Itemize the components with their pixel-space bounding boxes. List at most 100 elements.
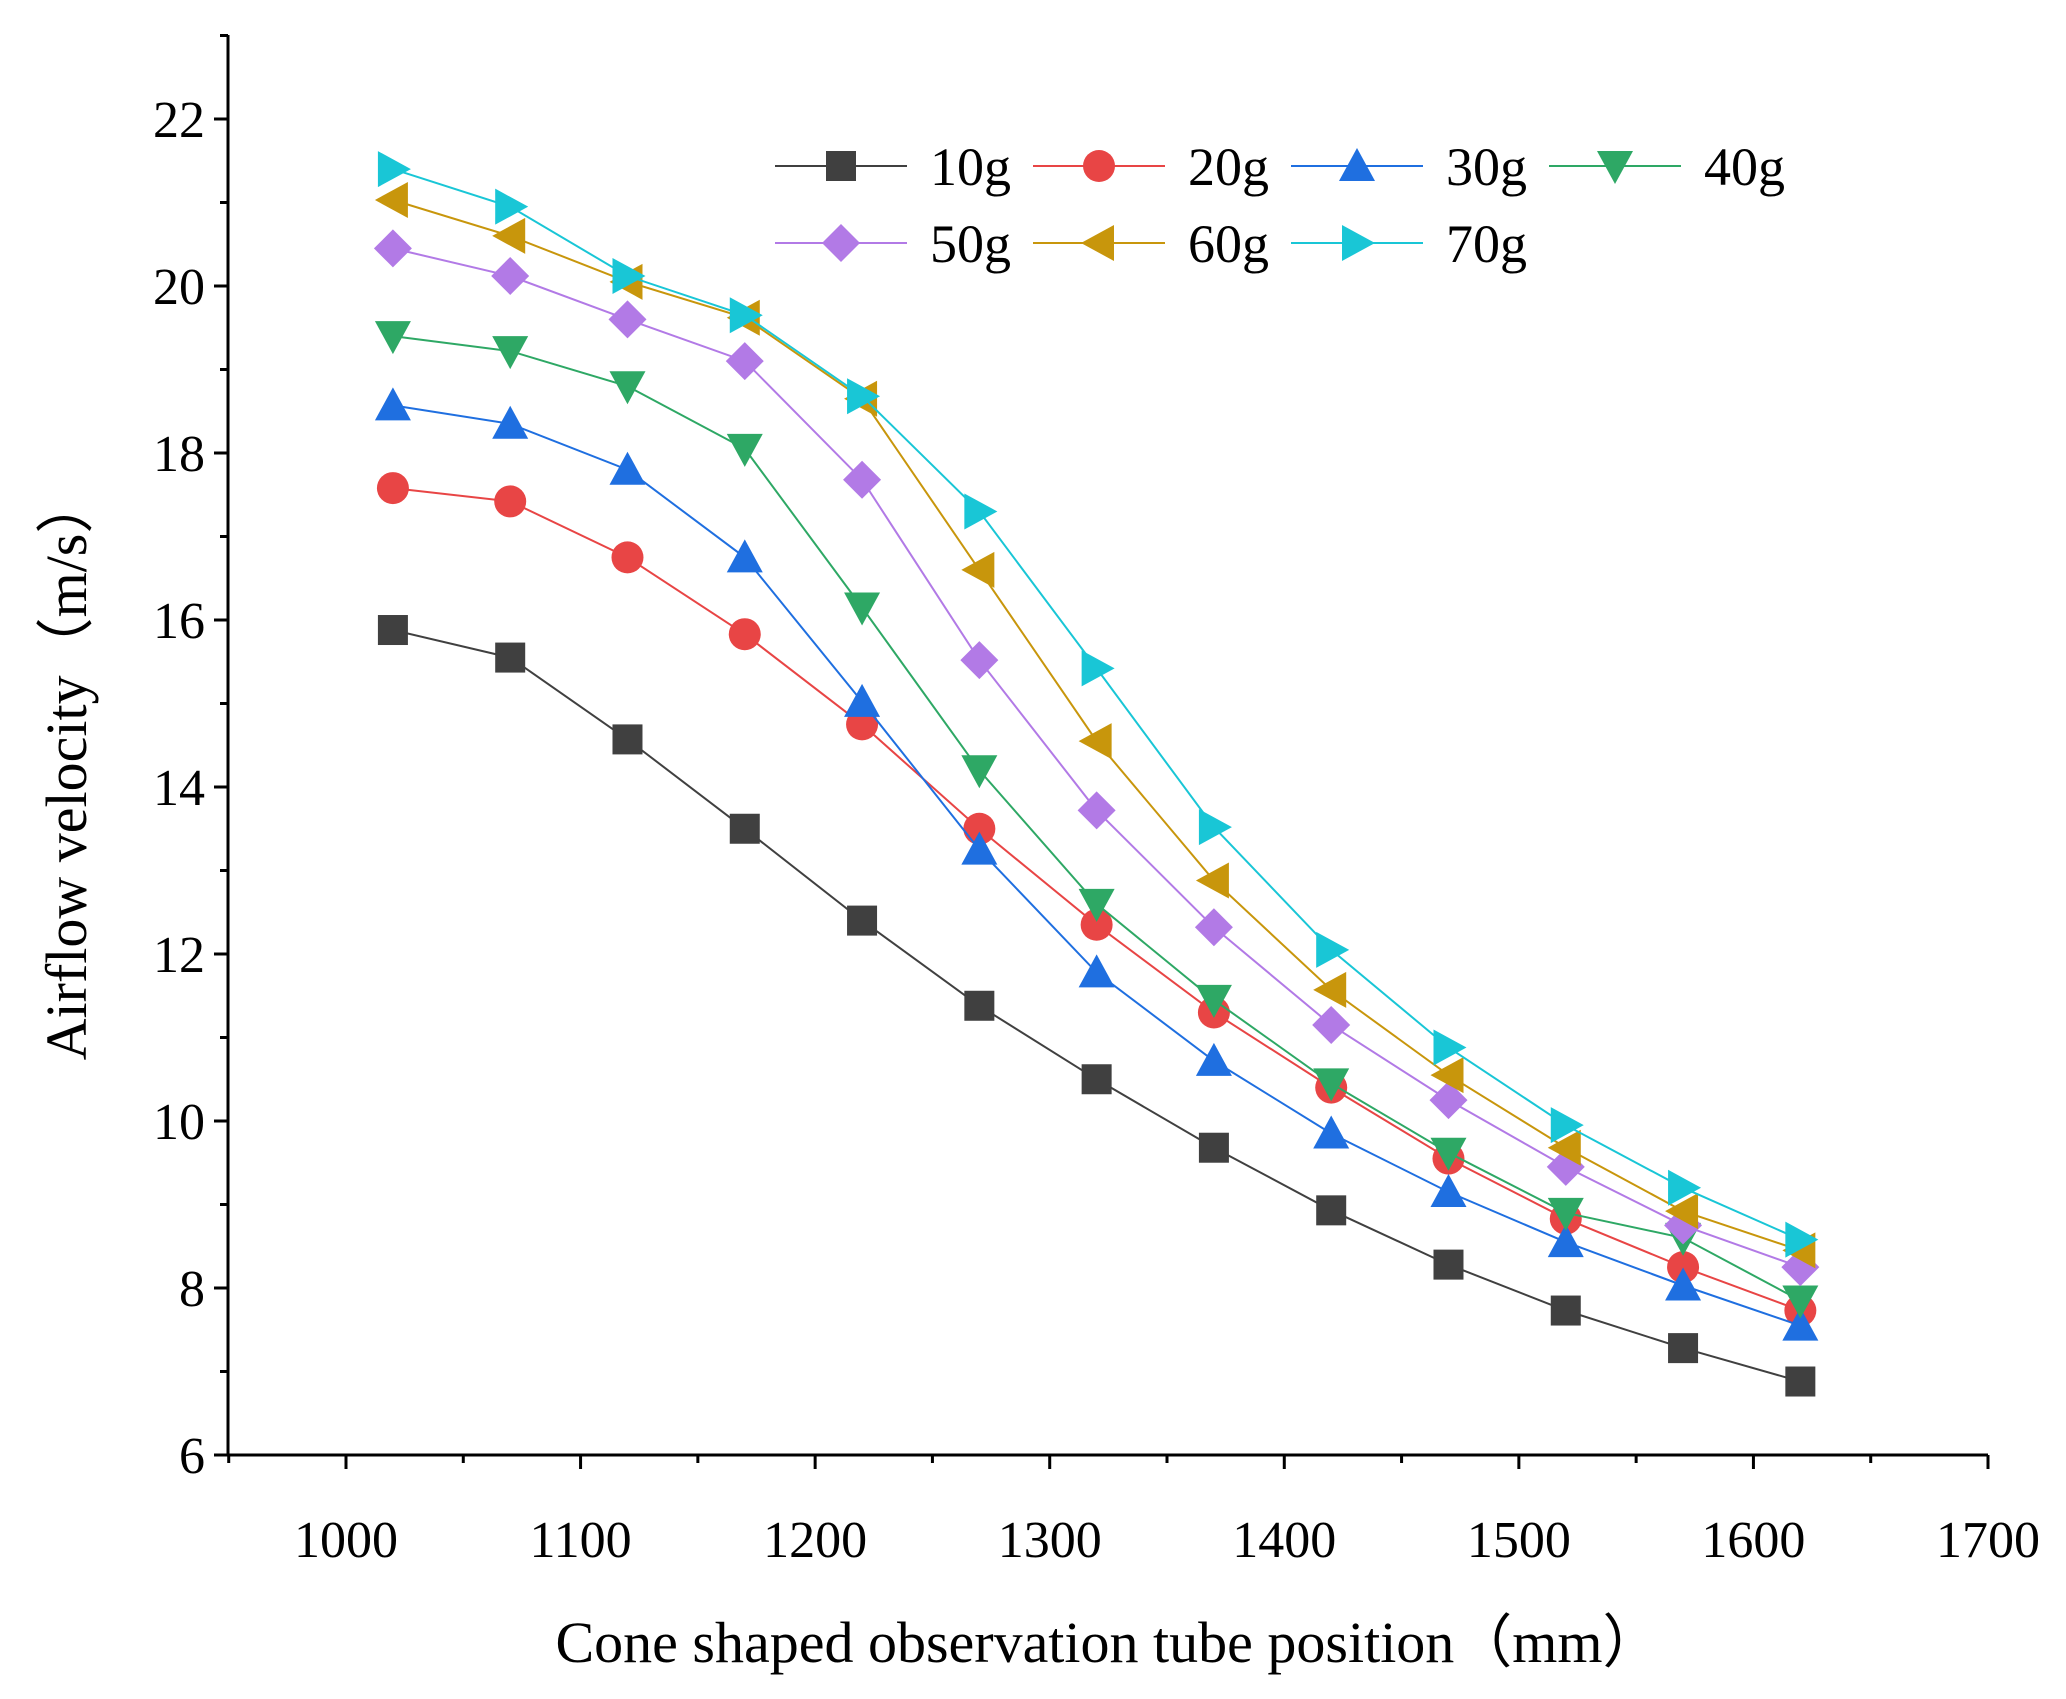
- data-point-50g: [1194, 908, 1233, 947]
- data-point-70g: [1081, 650, 1115, 687]
- data-point-30g: [1547, 1224, 1584, 1258]
- legend-marker-10g: [826, 151, 856, 181]
- data-point-50g: [1312, 1005, 1351, 1044]
- data-point-30g: [1078, 954, 1115, 988]
- data-point-30g: [1430, 1173, 1467, 1207]
- y-tick-label: 10: [153, 1094, 205, 1151]
- data-point-30g: [1782, 1307, 1819, 1341]
- legend-label: 50g: [930, 214, 1011, 274]
- legend-item-10g: 10g: [775, 137, 1011, 197]
- legend-item-60g: 60g: [1033, 214, 1269, 274]
- data-point-10g: [377, 615, 408, 646]
- legend-label: 40g: [1704, 137, 1785, 197]
- data-point-10g: [1785, 1366, 1816, 1397]
- data-point-40g: [726, 433, 763, 467]
- data-point-40g: [1782, 1285, 1819, 1319]
- data-point-10g: [1550, 1295, 1581, 1326]
- data-point-10g: [729, 813, 760, 844]
- data-point-10g: [1668, 1333, 1699, 1364]
- data-point-50g: [960, 641, 999, 680]
- data-point-70g: [1198, 809, 1232, 846]
- y-axis-label: Airflow velocity（m/s）: [34, 476, 99, 1061]
- data-point-70g: [612, 257, 646, 294]
- series-30g: [374, 387, 1819, 1341]
- data-point-50g: [725, 342, 764, 381]
- y-ticks: 6 8 10 12 14 16 18 20 22: [153, 34, 228, 1485]
- data-point-10g: [1198, 1132, 1229, 1163]
- data-point-10g: [495, 642, 526, 673]
- data-point-70g: [1316, 931, 1350, 968]
- legend-marker-70g: [1342, 225, 1375, 261]
- data-point-30g: [609, 451, 646, 485]
- x-tick-label: 1300: [998, 1512, 1102, 1569]
- data-point-40g: [1547, 1197, 1584, 1231]
- plot-area: [373, 151, 1820, 1397]
- x-tick-label: 1500: [1467, 1512, 1571, 1569]
- data-point-20g: [728, 618, 761, 651]
- data-point-20g: [1667, 1251, 1700, 1284]
- data-point-70g: [1668, 1169, 1702, 1206]
- data-point-70g: [964, 493, 998, 530]
- x-tick-label: 1000: [294, 1512, 398, 1569]
- data-point-60g: [1195, 862, 1229, 899]
- legend-marker-20g: [1083, 150, 1115, 182]
- legend-item-50g: 50g: [775, 214, 1011, 274]
- legend-item-20g: 20g: [1033, 137, 1269, 197]
- data-point-60g: [492, 217, 526, 254]
- data-point-40g: [609, 371, 646, 405]
- series-70g: [377, 151, 1819, 1258]
- data-point-70g: [495, 188, 529, 225]
- y-tick-label: 14: [153, 760, 205, 817]
- data-point-60g: [1078, 723, 1112, 760]
- data-point-50g: [1429, 1081, 1468, 1120]
- y-tick-label: 16: [153, 593, 205, 650]
- data-point-30g: [961, 831, 998, 865]
- data-point-40g: [1078, 888, 1115, 922]
- data-point-60g: [1547, 1129, 1581, 1166]
- data-point-40g: [492, 336, 529, 370]
- data-point-60g: [374, 181, 408, 218]
- series-60g: [374, 181, 1816, 1269]
- data-point-10g: [1081, 1064, 1112, 1095]
- data-point-40g: [1430, 1137, 1467, 1171]
- series-50g: [373, 229, 1820, 1287]
- x-tick-label: 1400: [1232, 1512, 1336, 1569]
- data-point-30g: [1195, 1042, 1232, 1076]
- data-point-70g: [847, 378, 881, 415]
- data-point-10g: [847, 905, 878, 936]
- data-point-20g: [1080, 908, 1113, 941]
- legend-item-30g: 30g: [1291, 137, 1527, 197]
- x-axis-label: Cone shaped observation tube position（mm…: [555, 1610, 1660, 1675]
- data-point-70g: [377, 151, 411, 188]
- data-point-30g: [1665, 1267, 1702, 1301]
- data-point-30g: [726, 539, 763, 573]
- data-point-20g: [494, 485, 527, 518]
- x-ticks: 1000 1100 1200 1300 1400 1500 1600 1700: [227, 1455, 2040, 1569]
- data-point-60g: [1313, 971, 1347, 1008]
- y-tick-label: 12: [153, 927, 205, 984]
- x-tick-label: 1600: [1701, 1512, 1805, 1569]
- legend-label: 20g: [1188, 137, 1269, 197]
- legend-label: 10g: [930, 137, 1011, 197]
- data-point-40g: [844, 592, 881, 626]
- data-point-10g: [612, 724, 643, 755]
- x-tick-label: 1700: [1936, 1512, 2040, 1569]
- data-point-10g: [964, 990, 995, 1021]
- data-point-70g: [1433, 1029, 1467, 1066]
- data-point-50g: [491, 256, 530, 295]
- data-point-70g: [1785, 1221, 1819, 1258]
- series-40g: [374, 321, 1819, 1319]
- series-10g: [377, 615, 1816, 1397]
- x-tick-label: 1200: [763, 1512, 867, 1569]
- legend-marker-30g: [1339, 148, 1375, 181]
- series-line-50g: [392, 247, 1801, 1269]
- data-point-70g: [1550, 1107, 1584, 1144]
- y-tick-label: 22: [153, 92, 205, 149]
- data-point-60g: [1665, 1193, 1699, 1230]
- y-tick-label: 20: [153, 259, 205, 316]
- legend-item-40g: 40g: [1549, 137, 1785, 197]
- data-point-50g: [1077, 791, 1116, 830]
- legend-marker-60g: [1081, 225, 1114, 261]
- data-point-20g: [963, 812, 996, 845]
